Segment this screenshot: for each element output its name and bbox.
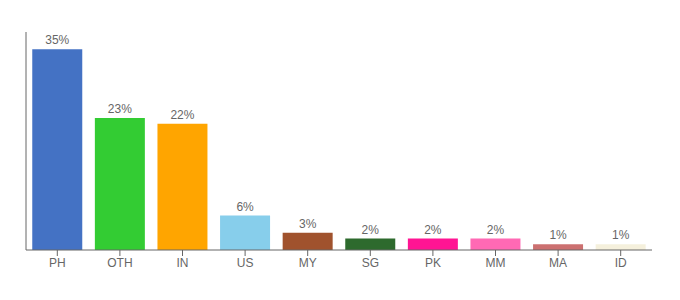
- svg-text:3%: 3%: [299, 217, 317, 231]
- svg-text:2%: 2%: [424, 223, 442, 237]
- svg-text:MA: MA: [549, 256, 567, 270]
- svg-text:MY: MY: [299, 256, 317, 270]
- svg-text:PK: PK: [425, 256, 441, 270]
- svg-text:22%: 22%: [170, 108, 194, 122]
- svg-text:35%: 35%: [45, 33, 69, 47]
- svg-text:PH: PH: [49, 256, 66, 270]
- svg-text:MM: MM: [486, 256, 506, 270]
- svg-text:2%: 2%: [362, 223, 380, 237]
- svg-text:6%: 6%: [236, 200, 254, 214]
- svg-text:US: US: [237, 256, 254, 270]
- svg-text:ID: ID: [615, 256, 627, 270]
- svg-text:SG: SG: [362, 256, 379, 270]
- svg-text:IN: IN: [177, 256, 189, 270]
- svg-text:1%: 1%: [612, 228, 630, 242]
- svg-text:2%: 2%: [487, 223, 505, 237]
- svg-text:1%: 1%: [549, 228, 567, 242]
- svg-text:OTH: OTH: [107, 256, 132, 270]
- svg-text:23%: 23%: [108, 102, 132, 116]
